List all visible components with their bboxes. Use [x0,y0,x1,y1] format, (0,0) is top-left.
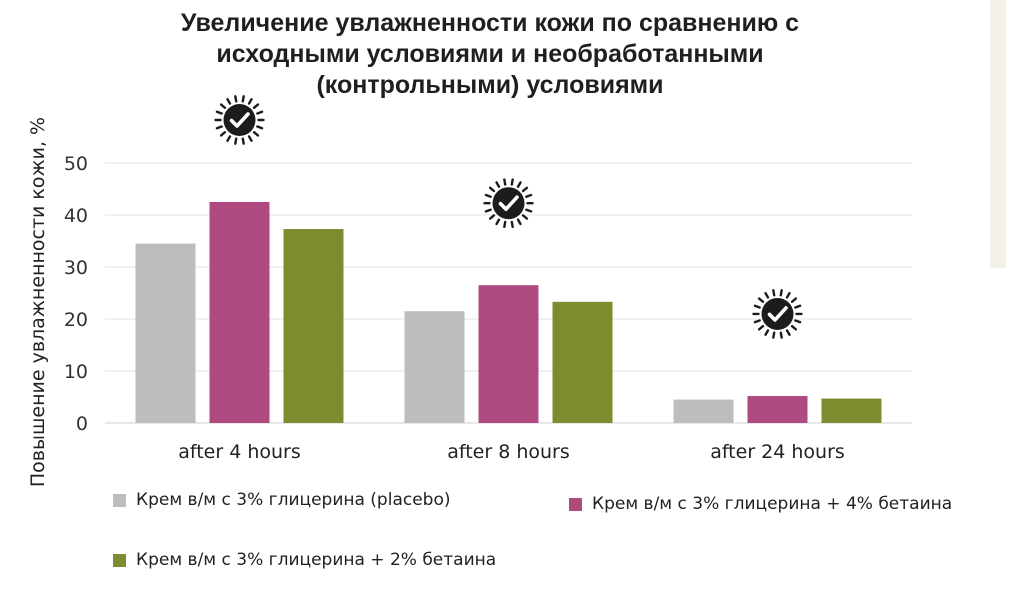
badge-ray [503,178,507,186]
badge-ray [764,291,770,299]
badge-ray [256,110,264,115]
badge-ray [516,181,522,188]
badge-ray [241,95,245,103]
legend-item-placebo: Крем в/м с 3% глицерина (placebo) [113,490,451,510]
badge-ray [785,291,791,299]
badge-ray [753,319,761,324]
badge-ray [484,193,492,198]
side-strip [990,0,1006,268]
legend-swatch-placebo [113,493,126,507]
badge-ray [794,304,802,309]
y-tick-label-40: 40 [64,205,88,227]
badge-ray [226,98,232,105]
y-tick-label-10: 10 [64,361,88,383]
badge-ray [219,103,227,109]
legend-label-betaine-2: Крем в/м с 3% глицерина + 2% бетаина [136,550,497,570]
badge-ray [495,181,501,188]
badge-ray [753,304,761,309]
badge-checkmark [498,195,519,211]
badge-ray [510,178,514,186]
badge-ray [219,131,227,137]
badge-ray [488,186,496,193]
badge-ray [525,193,533,198]
badge-ray [779,331,783,339]
bar-2-2 [478,285,539,423]
badge-ray [779,289,783,297]
badge-ray [247,135,253,142]
bar-1-1 [135,243,196,423]
badge-ray [234,137,238,145]
badge-ray [503,220,507,229]
badge-ray [525,208,533,213]
badge-circle [761,297,794,330]
x-tick-label-1: after 4 hours [178,441,301,463]
y-tick-label-20: 20 [64,309,88,331]
legend-swatch-betaine-2 [113,553,126,567]
bar-1-3 [283,229,344,423]
bar-3-2 [747,395,808,423]
badge-ray [252,131,260,137]
y-tick-label-0: 0 [76,413,88,435]
y-tick-label-30: 30 [64,257,88,279]
chart-title-line-2: исходными условиями и необработанными [216,40,764,68]
x-tick-label-2: after 8 hours [447,441,570,463]
badge-ray [785,329,791,336]
badge-ray [234,95,238,103]
x-tick-label-3: after 24 hours [710,441,845,463]
legend-swatch-betaine-4 [569,497,582,511]
badge-ray [772,289,776,297]
bar-3-1 [673,399,734,423]
bar-2-3 [552,301,613,423]
check-badge-icon-3 [752,289,803,339]
badge-ray [772,331,776,339]
badge-ray [215,125,223,130]
badge-ray [794,319,802,324]
badge-ray [790,297,798,303]
badge-ray [757,297,765,303]
badge-ray [521,186,529,193]
badge-ray [764,329,770,336]
badge-ray [516,218,522,226]
chart-title: Увеличение увлажненности кожи по сравнен… [120,8,860,101]
badge-ray [484,208,492,213]
badge-ray [510,220,514,229]
legend-label-betaine-4: Крем в/м с 3% глицерина + 4% бетаина [592,494,953,514]
check-badge-icon-2 [483,178,534,229]
bar-2-1 [404,311,465,423]
badge-ray [256,125,264,130]
badge-circle [492,187,525,220]
badge-ray [252,103,260,109]
legend-item-betaine-4: Крем в/м с 3% глицерина + 4% бетаина [569,494,952,514]
bar-1-2 [209,202,270,423]
badge-ray [521,214,529,220]
bar-3-3 [821,398,882,423]
badge-ray [790,324,798,331]
chart-title-line-1: Увеличение увлажненности кожи по сравнен… [180,9,800,37]
badge-checkmark [229,112,250,128]
badge-ray [226,135,232,142]
chart-title-line-3: (контрольными) условиями [316,71,664,99]
badge-ray [215,110,223,115]
badge-checkmark [767,306,788,322]
legend-label-placebo: Крем в/м с 3% глицерина (placebo) [136,490,451,510]
badge-ray [757,324,765,331]
check-badge-icon-1 [214,95,265,145]
badge-ray [495,218,501,226]
badge-ray [488,214,496,220]
badge-ray [241,137,245,145]
legend-item-betaine-2: Крем в/м с 3% глицерина + 2% бетаина [113,550,496,570]
y-tick-label-50: 50 [64,153,88,175]
badge-circle [223,104,256,136]
badge-ray [247,98,253,105]
